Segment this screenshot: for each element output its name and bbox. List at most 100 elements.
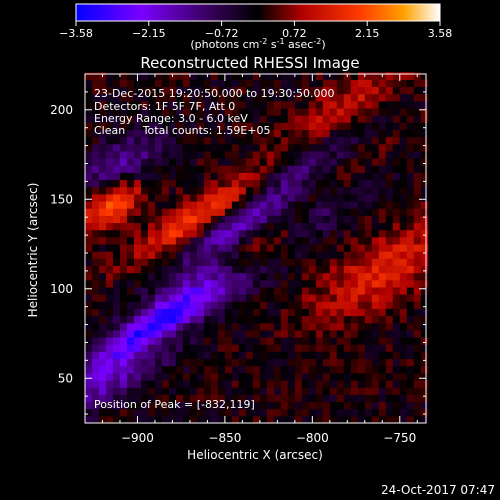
heatmap-cell (133, 244, 142, 252)
heatmap-cell (420, 208, 429, 216)
heatmap-cell (406, 286, 415, 295)
heatmap-cell (168, 229, 177, 238)
heatmap-cell (378, 122, 387, 130)
heatmap-cell (413, 172, 422, 181)
heatmap-cell (273, 143, 282, 152)
heatmap-cell (154, 308, 163, 317)
heatmap-cell (168, 322, 177, 331)
heatmap-cell (119, 122, 128, 130)
heatmap-cell (343, 236, 352, 245)
heatmap-cell (210, 143, 219, 152)
heatmap-cell (371, 272, 380, 281)
heatmap-cell (308, 186, 317, 195)
heatmap-cell (196, 351, 205, 360)
heatmap-cell (85, 208, 93, 216)
heatmap-cell (231, 258, 240, 266)
heatmap-cell (203, 79, 212, 88)
heatmap-cell (350, 365, 359, 374)
heatmap-cell (357, 322, 366, 331)
heatmap-cell (133, 401, 142, 410)
heatmap-cell (168, 165, 177, 173)
heatmap-cell (224, 394, 233, 403)
heatmap-cell (364, 351, 373, 360)
heatmap-cell (133, 143, 142, 152)
heatmap-cell (406, 294, 415, 302)
heatmap-cell (280, 201, 289, 209)
heatmap-cell (301, 100, 310, 109)
heatmap-cell (91, 415, 100, 424)
heatmap-cell (280, 380, 289, 388)
heatmap-cell (357, 315, 366, 324)
heatmap-cell (189, 93, 198, 102)
heatmap-cell (140, 193, 149, 202)
heatmap-cell (315, 136, 324, 145)
heatmap-cell (329, 365, 338, 374)
heatmap-cell (385, 258, 394, 266)
heatmap-cell (98, 172, 107, 181)
heatmap-cell (98, 165, 107, 173)
heatmap-cell (161, 344, 170, 352)
heatmap-cell (224, 100, 233, 109)
heatmap-cell (406, 415, 415, 424)
heatmap-cell (224, 215, 233, 224)
heatmap-cell (266, 222, 275, 231)
heatmap-cell (175, 387, 184, 395)
heatmap-cell (266, 236, 275, 245)
heatmap-cell (147, 408, 156, 417)
heatmap-cell (378, 79, 387, 88)
heatmap-cell (98, 86, 107, 95)
heatmap-cell (196, 236, 205, 245)
heatmap-cell (105, 265, 114, 274)
heatmap-cell (98, 108, 107, 116)
heatmap-cell (413, 251, 422, 259)
heatmap-cell (154, 201, 163, 209)
heatmap-cell (196, 387, 205, 395)
heatmap-cell (175, 415, 184, 424)
heatmap-cell (301, 380, 310, 388)
heatmap-cell (420, 351, 429, 360)
x-tick-label: −900 (121, 431, 154, 445)
heatmap-cell (105, 172, 114, 181)
heatmap-cell (140, 308, 149, 317)
heatmap-cell (406, 337, 415, 345)
heatmap-cell (280, 193, 289, 202)
heatmap-cell (196, 294, 205, 302)
heatmap-cell (161, 258, 170, 266)
heatmap-cell (119, 337, 128, 345)
heatmap-cell (98, 372, 107, 381)
heatmap-cell (287, 215, 296, 224)
heatmap-cell (175, 251, 184, 259)
heatmap-cell (343, 394, 352, 403)
heatmap-cell (336, 372, 345, 381)
heatmap-cell (224, 229, 233, 238)
heatmap-cell (343, 365, 352, 374)
heatmap-cell (266, 229, 275, 238)
heatmap-cell (224, 279, 233, 288)
colorbar-tick-label: 3.58 (428, 27, 453, 40)
heatmap-cell (329, 380, 338, 388)
heatmap-cell (140, 351, 149, 360)
heatmap-cell (168, 387, 177, 395)
heatmap-cell (308, 258, 317, 266)
heatmap-cell (385, 222, 394, 231)
heatmap-cell (280, 344, 289, 352)
heatmap-cell (210, 401, 219, 410)
heatmap-cell (168, 108, 177, 116)
heatmap-cell (371, 380, 380, 388)
heatmap-cell (203, 143, 212, 152)
heatmap-cell (287, 380, 296, 388)
heatmap-cell (203, 387, 212, 395)
heatmap-cell (147, 315, 156, 324)
heatmap-cell (392, 387, 401, 395)
heatmap-cell (189, 165, 198, 173)
heatmap-cell (322, 272, 331, 281)
heatmap-cell (140, 344, 149, 352)
heatmap-cell (112, 165, 121, 173)
heatmap-cell (392, 401, 401, 410)
heatmap-cell (308, 143, 317, 152)
heatmap-cell (266, 100, 275, 109)
heatmap-cell (196, 79, 205, 88)
heatmap-cell (126, 380, 135, 388)
heatmap-cell (112, 380, 121, 388)
heatmap-cell (154, 315, 163, 324)
